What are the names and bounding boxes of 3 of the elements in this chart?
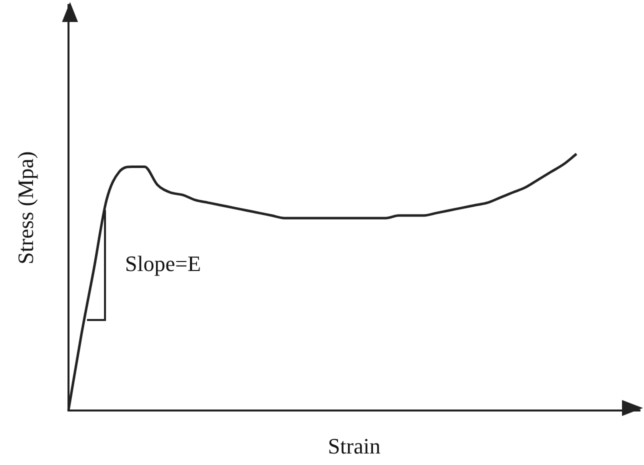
annotation: Slope=E <box>125 250 201 276</box>
x-axis-title: Strain <box>328 434 380 459</box>
y-axis-title: Stress (Mpa) <box>12 151 38 264</box>
